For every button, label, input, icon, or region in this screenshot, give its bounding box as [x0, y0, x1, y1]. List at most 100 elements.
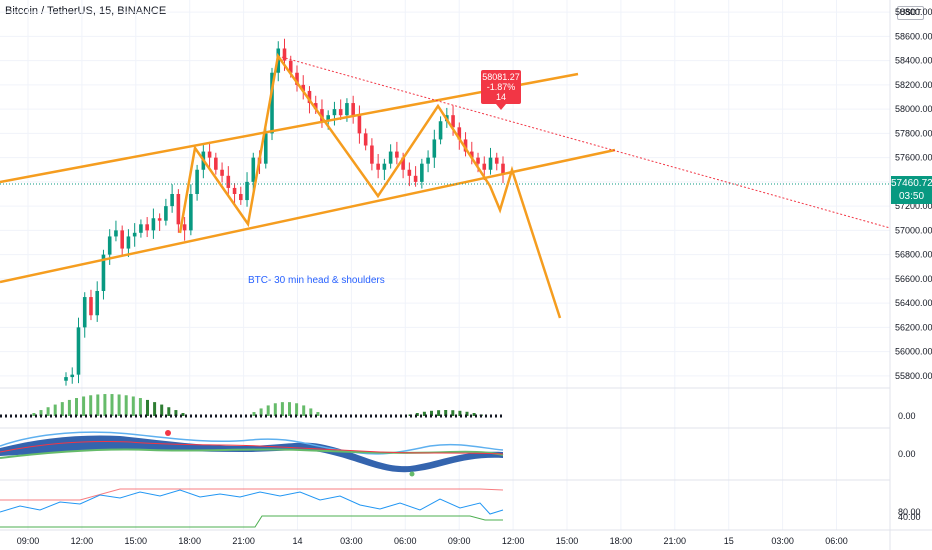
time-tick-label: 18:00	[178, 536, 201, 546]
candle-body	[89, 297, 93, 316]
candle-body	[501, 163, 505, 175]
candle-body	[338, 109, 343, 116]
candle-body	[126, 236, 131, 249]
histogram-bar	[302, 405, 306, 416]
candle-body	[239, 194, 243, 201]
price-tick-label: 58200.00	[895, 80, 932, 90]
p3-label-80: 80.00	[898, 507, 921, 517]
candle-body	[307, 90, 312, 104]
pattern-annotation[interactable]: BTC- 30 min head & shoulders	[248, 275, 385, 286]
candle-body	[370, 145, 374, 164]
measure-bars: 14	[495, 92, 506, 102]
p1-zero-label: 0.00	[898, 411, 916, 421]
histogram-bar	[422, 411, 426, 416]
price-tick-label: 56000.00	[895, 347, 932, 357]
lines-indicator	[0, 488, 504, 528]
candle-body	[282, 48, 287, 61]
candle-body	[107, 236, 112, 255]
candle-body	[139, 224, 143, 233]
candle-body	[426, 157, 430, 164]
histogram-bar	[89, 395, 93, 416]
candle-body	[164, 206, 168, 221]
candle-body	[463, 139, 468, 152]
histogram-bar	[103, 394, 107, 416]
candle-body	[226, 175, 231, 188]
price-tick-label: 58000.00	[895, 104, 932, 114]
candle-body	[469, 151, 474, 158]
candle-body	[395, 151, 399, 158]
candle-body	[157, 218, 162, 221]
histogram-bar	[174, 410, 178, 416]
histogram-bar	[146, 399, 149, 416]
candle-body	[420, 163, 424, 182]
candle-body	[482, 163, 487, 170]
candle-body	[320, 109, 324, 122]
histogram-bar	[138, 398, 142, 416]
histogram-bar	[430, 410, 433, 416]
histogram-bar	[131, 396, 135, 416]
time-tick-label: 21:00	[232, 536, 255, 546]
candle-body	[476, 157, 480, 164]
price-tick-label: 56400.00	[895, 298, 932, 308]
histogram-bar	[465, 411, 469, 416]
candle-body	[195, 169, 199, 194]
candle-body	[207, 151, 212, 158]
channel-lower-line	[0, 148, 616, 284]
histogram-bar	[273, 403, 277, 416]
time-tick-label: 15:00	[556, 536, 579, 546]
histogram-bar	[110, 394, 114, 416]
p3-label-40: 40.00	[898, 512, 921, 522]
histogram-bar	[67, 399, 71, 416]
time-tick-label: 09:00	[17, 536, 40, 546]
time-tick-label: 06:00	[394, 536, 417, 546]
candle-body	[388, 151, 393, 164]
histogram-bar	[53, 404, 57, 416]
histogram-indicator	[32, 394, 483, 416]
candle-body	[326, 115, 330, 122]
candle-body	[488, 157, 493, 170]
candle-body	[313, 103, 318, 110]
histogram-bar	[153, 402, 157, 416]
time-tick-label: 12:00	[502, 536, 525, 546]
channel-lines[interactable]	[0, 52, 891, 319]
candle-body	[494, 157, 499, 164]
candle-body	[95, 291, 100, 316]
measure-tag[interactable]: 58081.27 -1.87% 14	[481, 70, 521, 110]
histogram-bar	[295, 403, 299, 416]
price-tick-label: 56200.00	[895, 322, 932, 332]
price-tick-label: 55800.00	[895, 371, 932, 381]
histogram-bar	[280, 402, 284, 416]
histogram-bar	[309, 408, 313, 416]
histogram-bar	[266, 405, 270, 416]
histogram-bar	[415, 413, 419, 416]
time-axis[interactable]: 09:00 12:00 15:00 18:00 21:00 14 03:00 06:00 09:…	[17, 536, 848, 546]
candle-body	[214, 157, 218, 170]
candle-body	[357, 115, 362, 134]
histogram-bar	[82, 396, 86, 416]
time-tick-label: 21:00	[664, 536, 687, 546]
histogram-bar	[32, 413, 36, 416]
candle-body	[401, 157, 405, 170]
price-tick-label: 57000.00	[895, 225, 932, 235]
histogram-bar	[39, 410, 43, 416]
candle-body	[301, 84, 306, 91]
candle-body	[132, 232, 137, 237]
candle-body	[170, 194, 174, 207]
candle-body	[251, 157, 256, 182]
price-tick-label: 58800.00	[895, 7, 932, 17]
candle-body	[351, 103, 355, 116]
candle-body	[176, 194, 181, 225]
time-tick-label: 18:00	[610, 536, 633, 546]
candle-body	[145, 224, 149, 231]
candle-body	[76, 327, 81, 375]
chart-title: Bitcoin / TetherUS, 15, BINANCE	[5, 5, 167, 17]
price-tick-label: 57800.00	[895, 128, 932, 138]
candle-body	[332, 109, 337, 116]
currency-badge[interactable]: USDT	[897, 6, 924, 20]
histogram-bar	[451, 410, 455, 416]
candles	[64, 38, 505, 386]
candle-body	[295, 72, 299, 85]
candle-body	[151, 218, 156, 231]
time-tick-label: 03:00	[340, 536, 363, 546]
